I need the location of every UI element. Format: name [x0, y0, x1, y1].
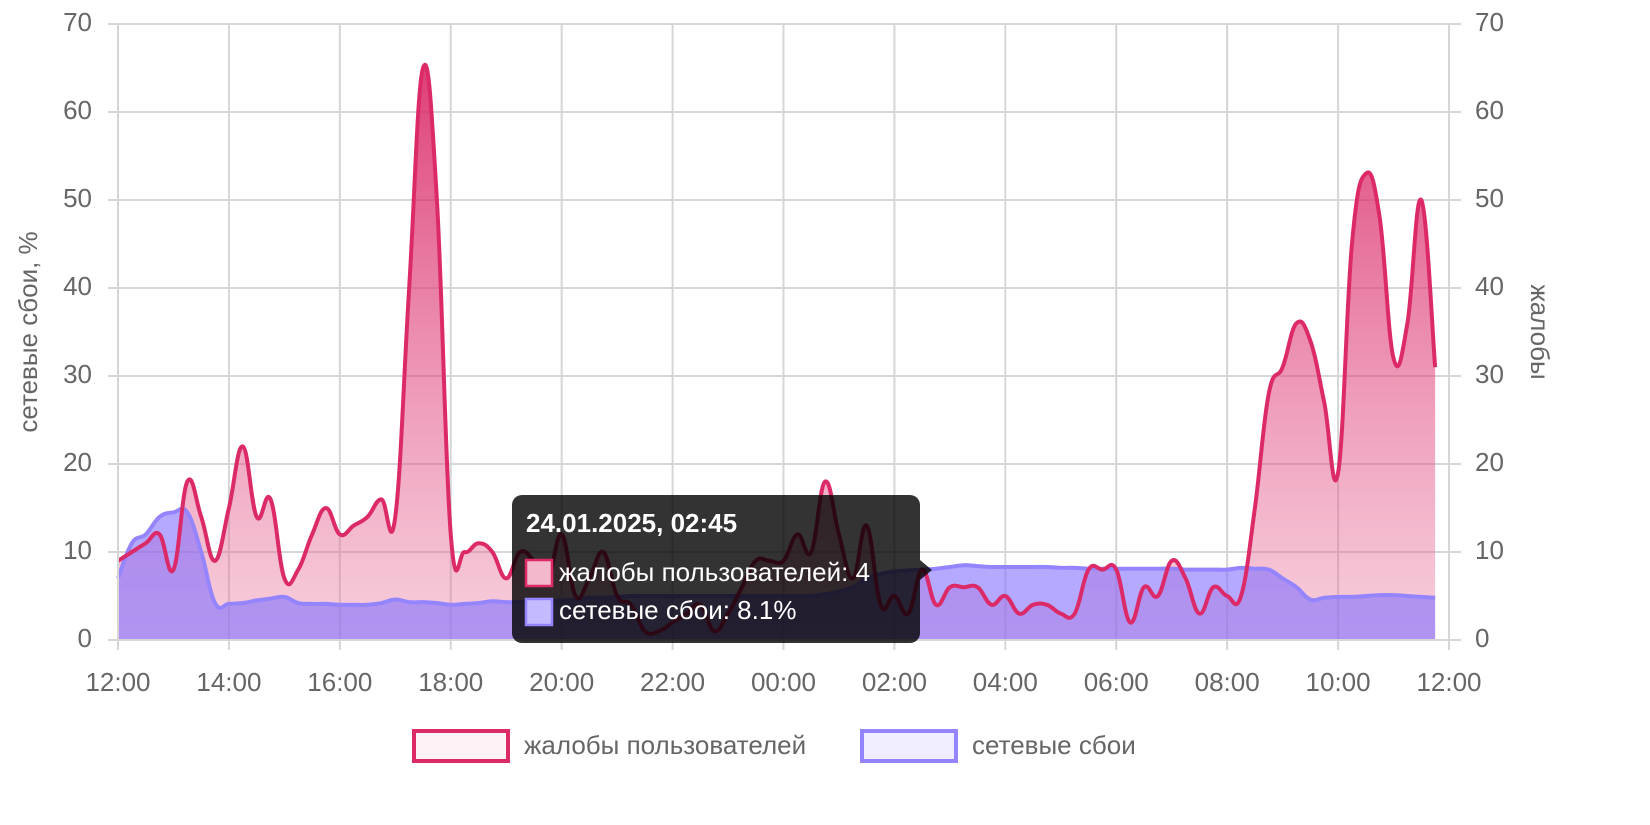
tooltip: 24.01.2025, 02:45 жалобы пользователей: … — [512, 495, 932, 643]
y-tick-label: 10 — [63, 535, 92, 565]
y-tick-label: 30 — [63, 359, 92, 389]
legend-label: жалобы пользователей — [524, 730, 806, 760]
x-tick-label: 14:00 — [196, 667, 261, 697]
y2-axis-title: жалобы — [1525, 284, 1555, 379]
legend: жалобы пользователей сетевые сбои — [412, 729, 1136, 763]
x-tick-label: 20:00 — [529, 667, 594, 697]
x-tick-label: 22:00 — [640, 667, 705, 697]
x-tick-label: 12:00 — [85, 667, 150, 697]
y-tick-label: 40 — [63, 271, 92, 301]
y2-tick-label: 0 — [1475, 623, 1489, 653]
y-tick-label: 20 — [63, 447, 92, 477]
x-tick-label: 06:00 — [1084, 667, 1149, 697]
series-area — [118, 508, 1436, 640]
axes: 0 10 20 30 40 50 60 70 0 10 20 30 40 50 60 70 12:00 14:00… — [63, 7, 1504, 697]
x-tick-label: 08:00 — [1195, 667, 1260, 697]
legend-swatch — [860, 729, 958, 763]
y-tick-label: 50 — [63, 183, 92, 213]
tooltip-swatch — [524, 597, 554, 627]
tooltip-caret — [920, 560, 932, 580]
y2-tick-label: 10 — [1475, 535, 1504, 565]
y-tick-label: 0 — [78, 623, 92, 653]
y2-tick-label: 40 — [1475, 271, 1504, 301]
tooltip-box — [512, 495, 920, 643]
y-axis-title: сетевые сбои, % — [13, 231, 43, 432]
y2-tick-label: 70 — [1475, 7, 1504, 37]
y2-tick-label: 50 — [1475, 183, 1504, 213]
x-tick-label: 12:00 — [1416, 667, 1481, 697]
tooltip-title: 24.01.2025, 02:45 — [526, 508, 737, 538]
x-tick-label: 18:00 — [418, 667, 483, 697]
y-tick-label: 60 — [63, 95, 92, 125]
y-tick-label: 70 — [63, 7, 92, 37]
y2-tick-label: 20 — [1475, 447, 1504, 477]
x-tick-label: 10:00 — [1306, 667, 1371, 697]
x-tick-label: 02:00 — [862, 667, 927, 697]
legend-swatch — [412, 729, 510, 763]
y2-tick-label: 30 — [1475, 359, 1504, 389]
legend-label: сетевые сбои — [972, 730, 1136, 760]
tooltip-line: сетевые сбои: 8.1% — [559, 595, 796, 625]
tooltip-line: жалобы пользователей: 4 — [559, 557, 870, 587]
x-tick-label: 00:00 — [751, 667, 816, 697]
x-tick-label: 04:00 — [973, 667, 1038, 697]
y2-tick-label: 60 — [1475, 95, 1504, 125]
tooltip-swatch — [524, 558, 554, 588]
x-tick-label: 16:00 — [307, 667, 372, 697]
